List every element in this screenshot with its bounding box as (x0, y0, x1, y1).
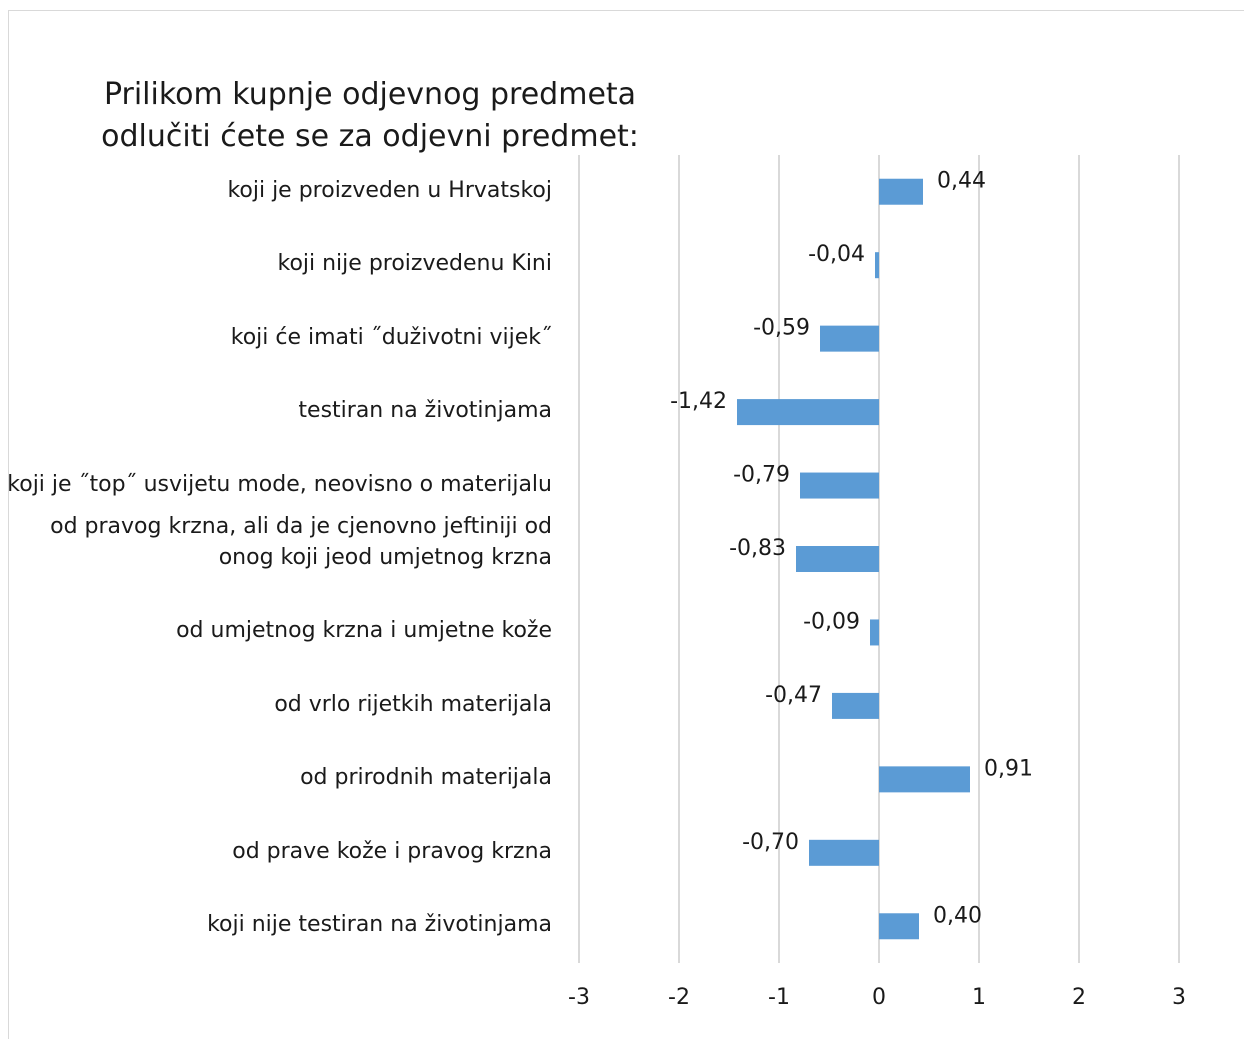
data-label: 0,91 (984, 756, 1033, 781)
category-label: od vrlo rijetkih materijala (274, 691, 552, 717)
data-label: -0,83 (729, 536, 786, 561)
x-tick-label: 0 (872, 985, 886, 1010)
data-label: -0,79 (733, 463, 790, 488)
category-label: od umjetnog krzna i umjetne kože (176, 618, 552, 644)
category-label: koji će imati ˝duživotni vijek˝ (230, 324, 552, 350)
category-label: koji nije testiran na životinjama (207, 912, 552, 938)
data-label: 0,44 (937, 169, 986, 194)
bar (879, 178, 923, 205)
category-label: od prave kože i pravog krzna (232, 838, 552, 864)
x-tick-label: -1 (768, 985, 790, 1010)
category-label: koji nije proizvedenu Kini (277, 251, 552, 277)
bar (870, 619, 879, 646)
data-label: -1,42 (670, 389, 727, 414)
x-tick-label: 3 (1172, 985, 1186, 1010)
category-label: koji je ˝top˝ usvijetu mode, neovisno o … (7, 471, 552, 497)
chart-title: Prilikom kupnje odjevnog predmeta odluči… (101, 77, 639, 154)
data-label: -0,47 (765, 683, 822, 708)
bar (832, 692, 879, 719)
bar (809, 839, 879, 866)
data-label: -0,04 (808, 242, 865, 267)
category-label: od pravog krzna, ali da je cjenovno jeft… (50, 514, 552, 570)
data-label: -0,70 (742, 830, 799, 855)
data-label: -0,59 (753, 316, 810, 341)
bar (796, 546, 879, 572)
bar (875, 252, 879, 279)
data-label: -0,09 (803, 609, 860, 634)
category-label: koji je proizveden u Hrvatskoj (227, 177, 552, 203)
x-tick-label: -2 (668, 985, 690, 1010)
bar (879, 766, 970, 793)
chart-frame (8, 10, 1244, 1039)
x-tick-label: 2 (1072, 985, 1086, 1010)
bar (800, 472, 879, 499)
category-label: od prirodnih materijala (300, 765, 552, 791)
bar (820, 325, 879, 352)
bar (737, 399, 879, 426)
bar (879, 913, 919, 940)
x-tick-label: -3 (568, 985, 590, 1010)
category-label: testiran na životinjama (298, 398, 552, 424)
x-tick-label: 1 (972, 985, 986, 1010)
data-label: 0,40 (933, 903, 982, 928)
